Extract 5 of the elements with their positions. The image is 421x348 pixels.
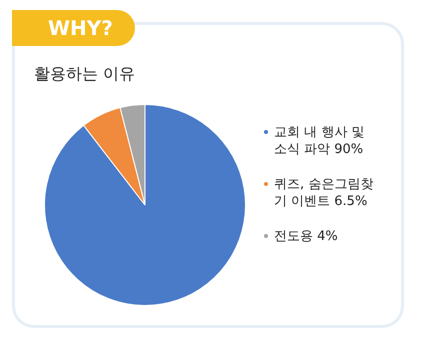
chart-subtitle: 활용하는 이유 [34,64,136,85]
legend-label: 교회 내 행사 및 소식 파악 90% [273,124,366,158]
chart-title: WHY? [12,10,135,46]
legend-label: 전도용 4% [273,228,339,245]
legend-label: 퀴즈, 숨은그림찾기 이벤트 6.5% [273,176,374,210]
